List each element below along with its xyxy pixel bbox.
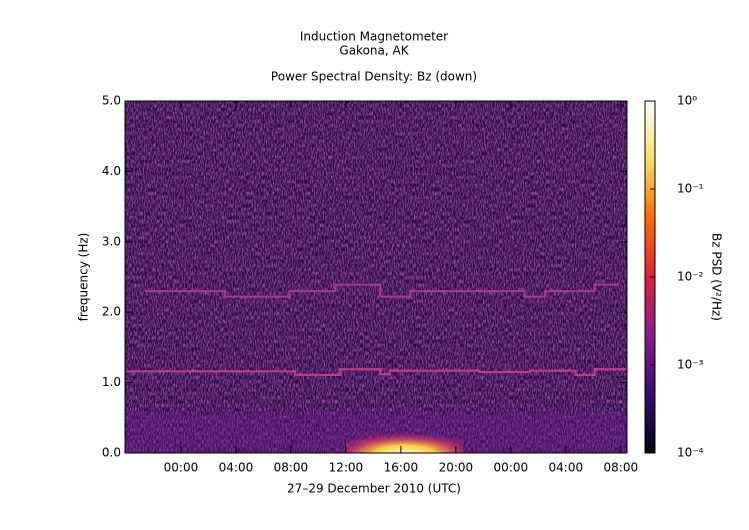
burst [345, 421, 463, 453]
x-tick-label: 00:00 [164, 461, 199, 475]
x-tick-label: 20:00 [439, 461, 474, 475]
y-tick-label: 1.0 [102, 375, 121, 389]
spectrogram-noise [125, 101, 627, 453]
band-line [145, 283, 620, 298]
colorbar-label: Bz PSD (V²/Hz) [710, 233, 724, 321]
y-tick-label: 3.0 [102, 234, 121, 248]
x-tick-label: 08:00 [604, 461, 639, 475]
x-tick-label: 04:00 [219, 461, 254, 475]
colorbar-tick-label: 10⁻⁴ [677, 446, 704, 460]
x-tick-label: 16:00 [384, 461, 419, 475]
y-axis-label: frequency (Hz) [77, 233, 91, 322]
x-tick-label: 00:00 [494, 461, 529, 475]
x-axis-label: 27–29 December 2010 (UTC) [287, 482, 461, 496]
colorbar-tick-label: 10⁻³ [677, 358, 704, 372]
plot-title: Power Spectral Density: Bz (down) [271, 70, 477, 84]
colorbar-tick-label: 10⁻² [677, 270, 704, 284]
x-tick-label: 12:00 [329, 461, 364, 475]
chart-subtitle: Gakona, AK [339, 44, 409, 58]
chart-title: Induction Magnetometer [300, 30, 448, 44]
y-tick-label: 2.0 [102, 305, 121, 319]
colorbar-tick-label: 10⁰ [677, 94, 697, 108]
plot-frame [124, 100, 628, 454]
y-tick-label: 4.0 [102, 164, 121, 178]
colorbar-tick-label: 10⁻¹ [677, 182, 704, 196]
x-tick-label: 08:00 [274, 461, 309, 475]
band-line [126, 368, 628, 376]
x-tick-label: 04:00 [549, 461, 584, 475]
y-tick-label: 5.0 [102, 94, 121, 108]
y-tick-label: 0.0 [102, 446, 121, 460]
